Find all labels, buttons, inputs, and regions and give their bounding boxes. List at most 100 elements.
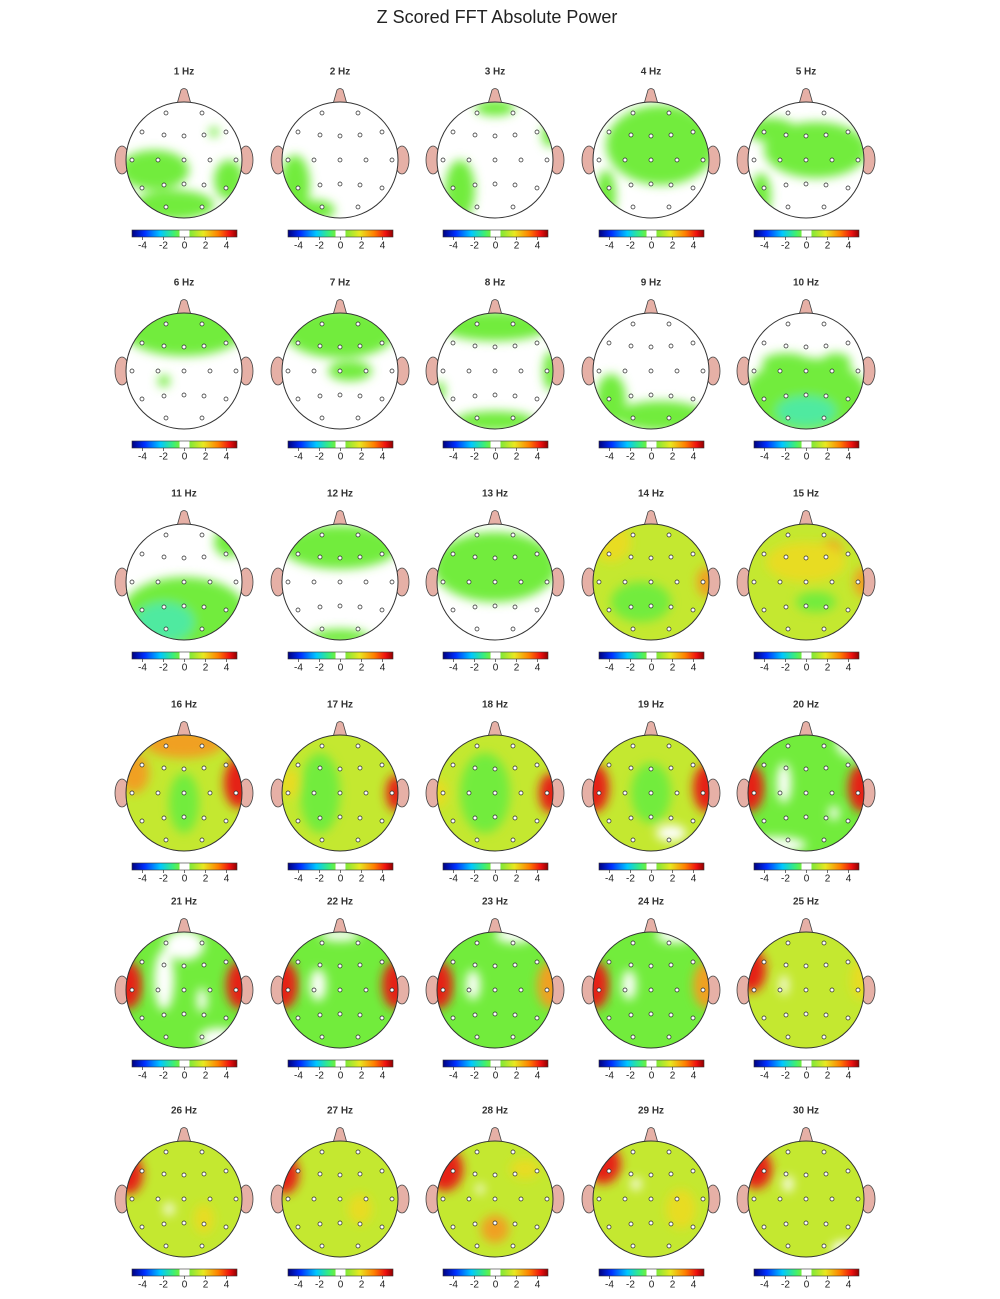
electrode <box>845 396 851 402</box>
electrode <box>628 554 634 560</box>
electrode <box>783 182 789 188</box>
electrode <box>648 1011 654 1017</box>
map-region <box>226 961 242 1009</box>
map-region <box>437 532 553 602</box>
electrode <box>630 110 636 116</box>
electrode <box>472 765 478 771</box>
electrode <box>295 1224 301 1230</box>
colorbar-tick-label: 4 <box>846 241 852 252</box>
electrode <box>492 181 498 187</box>
electrode <box>606 818 612 824</box>
electrode <box>181 344 187 350</box>
electrode <box>181 181 187 187</box>
colorbar-tick-label: -2 <box>470 874 479 885</box>
electrode <box>492 603 498 609</box>
electrode <box>622 368 628 374</box>
electrode <box>163 532 169 538</box>
electrode <box>472 132 478 138</box>
topo-panel: 13 Hz -4 -2 0 2 4 <box>425 489 565 674</box>
electrode <box>596 579 602 585</box>
colorbar-tick-label: 4 <box>846 452 852 463</box>
electrode <box>355 204 361 210</box>
electrode <box>512 1221 518 1227</box>
electrode <box>845 340 851 346</box>
electrode <box>163 321 169 327</box>
electrode <box>544 1196 550 1202</box>
electrode <box>317 182 323 188</box>
electrode <box>668 604 674 610</box>
map-region <box>656 825 686 841</box>
colorbar-tick-label: -2 <box>626 1280 635 1291</box>
electrode <box>785 532 791 538</box>
nose <box>176 299 192 316</box>
electrode <box>785 837 791 843</box>
electrode <box>666 1149 672 1155</box>
topo-panel: 21 Hz -4 -2 0 2 4 <box>114 897 254 1082</box>
electrode <box>648 766 654 772</box>
electrode <box>648 181 654 187</box>
colorbar-tick-label: 2 <box>825 241 831 252</box>
electrode <box>700 1196 706 1202</box>
electrode <box>440 987 446 993</box>
topo-panel: 11 Hz -4 -2 0 2 4 <box>114 489 254 674</box>
electrode <box>139 762 145 768</box>
electrode <box>803 987 809 993</box>
topo-map <box>282 524 398 640</box>
nose <box>487 918 503 935</box>
electrode <box>285 987 291 993</box>
head-outline <box>436 312 554 430</box>
colorbar-tick-label: -4 <box>605 241 614 252</box>
topo-panel: 26 Hz -4 -2 0 2 4 <box>114 1106 254 1291</box>
map-region <box>593 961 609 1009</box>
electrode <box>690 340 696 346</box>
panel-label: 16 Hz <box>171 700 197 711</box>
electrode <box>201 1012 207 1018</box>
map-regions <box>282 753 398 833</box>
panel-label: 6 Hz <box>174 278 195 289</box>
electrode <box>311 1196 317 1202</box>
panel-label: 9 Hz <box>641 278 662 289</box>
head-outline <box>592 523 710 641</box>
electrode <box>389 987 395 993</box>
colorbar-tick-label: -4 <box>449 663 458 674</box>
head-outline <box>281 523 399 641</box>
topo-map <box>748 735 864 851</box>
panel-label: 29 Hz <box>638 1106 664 1117</box>
electrode <box>534 551 540 557</box>
colorbar-tick-label: 2 <box>825 452 831 463</box>
electrode <box>510 1149 516 1155</box>
topo-map <box>126 735 242 851</box>
electrode <box>379 396 385 402</box>
map-region <box>593 524 631 562</box>
map-region <box>593 1144 621 1184</box>
electrode <box>472 604 478 610</box>
electrode <box>648 344 654 350</box>
map-region <box>310 629 370 640</box>
electrode <box>161 962 167 968</box>
electrode <box>630 837 636 843</box>
electrode <box>761 340 767 346</box>
topo-panel: 16 Hz -4 -2 0 2 4 <box>114 700 254 885</box>
electrode <box>357 765 363 771</box>
colorbar-tick-label: 0 <box>649 874 655 885</box>
electrode <box>785 626 791 632</box>
electrode <box>161 1012 167 1018</box>
electrode <box>668 1171 674 1177</box>
colorbar-tick-label: 4 <box>224 452 230 463</box>
electrode <box>317 1012 323 1018</box>
map-region <box>622 970 636 1000</box>
electrode <box>357 1221 363 1227</box>
electrode <box>472 815 478 821</box>
colorbar-tick-label: -2 <box>470 241 479 252</box>
electrode <box>319 1243 325 1249</box>
colorbar-tick-label: -4 <box>294 1280 303 1291</box>
colorbar-tick-label: 0 <box>338 452 344 463</box>
electrode <box>777 368 783 374</box>
electrode <box>163 1243 169 1249</box>
map-region <box>611 582 671 622</box>
electrode <box>355 1243 361 1249</box>
colorbar-tick-label: -4 <box>294 241 303 252</box>
panel-label: 17 Hz <box>327 700 353 711</box>
colorbar-tick-label: 2 <box>359 1071 365 1082</box>
topo-map <box>437 1141 553 1257</box>
